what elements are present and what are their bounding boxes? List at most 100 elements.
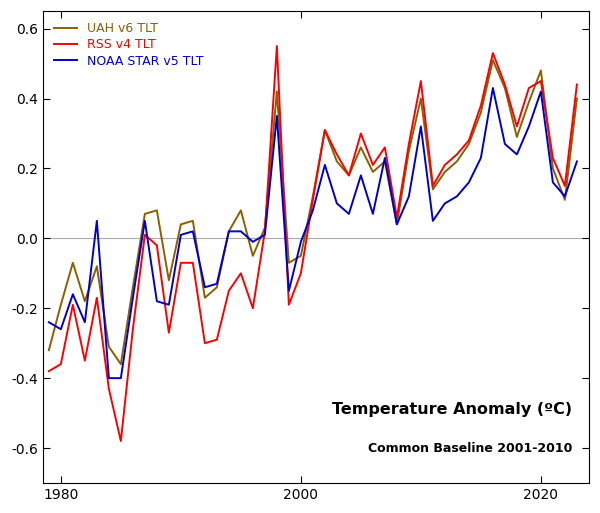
RSS v4 TLT	[321, 127, 328, 133]
RSS v4 TLT	[129, 326, 136, 332]
UAH v6 TLT	[213, 284, 220, 290]
UAH v6 TLT	[369, 169, 376, 175]
UAH v6 TLT	[297, 253, 304, 259]
NOAA STAR v5 TLT	[117, 375, 124, 381]
RSS v4 TLT	[465, 137, 472, 144]
UAH v6 TLT	[273, 88, 280, 94]
RSS v4 TLT	[165, 330, 172, 336]
RSS v4 TLT	[213, 337, 220, 343]
NOAA STAR v5 TLT	[177, 232, 184, 238]
RSS v4 TLT	[81, 358, 88, 364]
NOAA STAR v5 TLT	[81, 319, 88, 325]
NOAA STAR v5 TLT	[237, 228, 244, 234]
RSS v4 TLT	[429, 183, 436, 189]
UAH v6 TLT	[249, 253, 256, 259]
RSS v4 TLT	[477, 103, 484, 109]
RSS v4 TLT	[549, 155, 556, 161]
RSS v4 TLT	[57, 361, 64, 367]
RSS v4 TLT	[237, 270, 244, 277]
Line: UAH v6 TLT: UAH v6 TLT	[49, 60, 577, 364]
NOAA STAR v5 TLT	[417, 124, 424, 130]
RSS v4 TLT	[537, 78, 544, 84]
RSS v4 TLT	[405, 141, 412, 147]
RSS v4 TLT	[369, 162, 376, 168]
NOAA STAR v5 TLT	[357, 172, 364, 179]
UAH v6 TLT	[129, 284, 136, 290]
UAH v6 TLT	[45, 347, 52, 353]
NOAA STAR v5 TLT	[477, 155, 484, 161]
UAH v6 TLT	[81, 298, 88, 304]
UAH v6 TLT	[489, 57, 496, 63]
RSS v4 TLT	[285, 302, 292, 308]
NOAA STAR v5 TLT	[405, 193, 412, 200]
RSS v4 TLT	[117, 438, 124, 444]
UAH v6 TLT	[165, 277, 172, 283]
UAH v6 TLT	[225, 228, 232, 234]
RSS v4 TLT	[45, 368, 52, 374]
NOAA STAR v5 TLT	[381, 155, 388, 161]
UAH v6 TLT	[321, 127, 328, 133]
Line: NOAA STAR v5 TLT: NOAA STAR v5 TLT	[49, 88, 577, 378]
NOAA STAR v5 TLT	[393, 221, 400, 227]
NOAA STAR v5 TLT	[69, 291, 76, 298]
RSS v4 TLT	[153, 242, 160, 248]
UAH v6 TLT	[117, 361, 124, 367]
UAH v6 TLT	[345, 172, 352, 179]
NOAA STAR v5 TLT	[513, 151, 520, 157]
RSS v4 TLT	[561, 183, 568, 189]
UAH v6 TLT	[105, 344, 112, 350]
UAH v6 TLT	[393, 221, 400, 227]
UAH v6 TLT	[525, 99, 532, 105]
UAH v6 TLT	[357, 144, 364, 150]
UAH v6 TLT	[453, 159, 460, 165]
UAH v6 TLT	[333, 159, 340, 165]
UAH v6 TLT	[513, 134, 520, 140]
NOAA STAR v5 TLT	[441, 200, 448, 206]
UAH v6 TLT	[405, 148, 412, 154]
NOAA STAR v5 TLT	[453, 193, 460, 200]
RSS v4 TLT	[381, 144, 388, 150]
NOAA STAR v5 TLT	[333, 200, 340, 206]
NOAA STAR v5 TLT	[57, 326, 64, 332]
RSS v4 TLT	[357, 130, 364, 136]
RSS v4 TLT	[273, 43, 280, 49]
RSS v4 TLT	[189, 260, 196, 266]
NOAA STAR v5 TLT	[141, 218, 148, 224]
NOAA STAR v5 TLT	[429, 218, 436, 224]
RSS v4 TLT	[141, 232, 148, 238]
NOAA STAR v5 TLT	[93, 218, 100, 224]
NOAA STAR v5 TLT	[165, 302, 172, 308]
NOAA STAR v5 TLT	[201, 284, 208, 290]
NOAA STAR v5 TLT	[525, 124, 532, 130]
UAH v6 TLT	[189, 218, 196, 224]
RSS v4 TLT	[453, 151, 460, 157]
RSS v4 TLT	[261, 228, 268, 234]
UAH v6 TLT	[477, 109, 484, 115]
NOAA STAR v5 TLT	[573, 159, 580, 165]
NOAA STAR v5 TLT	[129, 294, 136, 301]
NOAA STAR v5 TLT	[249, 239, 256, 245]
UAH v6 TLT	[237, 207, 244, 213]
NOAA STAR v5 TLT	[225, 228, 232, 234]
Legend: UAH v6 TLT, RSS v4 TLT, NOAA STAR v5 TLT: UAH v6 TLT, RSS v4 TLT, NOAA STAR v5 TLT	[49, 17, 208, 73]
NOAA STAR v5 TLT	[537, 88, 544, 94]
RSS v4 TLT	[333, 151, 340, 157]
RSS v4 TLT	[525, 85, 532, 91]
RSS v4 TLT	[501, 82, 508, 88]
UAH v6 TLT	[501, 85, 508, 91]
UAH v6 TLT	[573, 95, 580, 102]
UAH v6 TLT	[549, 165, 556, 171]
RSS v4 TLT	[441, 162, 448, 168]
Line: RSS v4 TLT: RSS v4 TLT	[49, 46, 577, 441]
RSS v4 TLT	[309, 197, 316, 203]
RSS v4 TLT	[345, 172, 352, 179]
UAH v6 TLT	[285, 260, 292, 266]
RSS v4 TLT	[417, 78, 424, 84]
UAH v6 TLT	[57, 302, 64, 308]
NOAA STAR v5 TLT	[261, 232, 268, 238]
UAH v6 TLT	[381, 159, 388, 165]
RSS v4 TLT	[201, 340, 208, 346]
NOAA STAR v5 TLT	[465, 180, 472, 186]
UAH v6 TLT	[441, 169, 448, 175]
NOAA STAR v5 TLT	[345, 211, 352, 217]
